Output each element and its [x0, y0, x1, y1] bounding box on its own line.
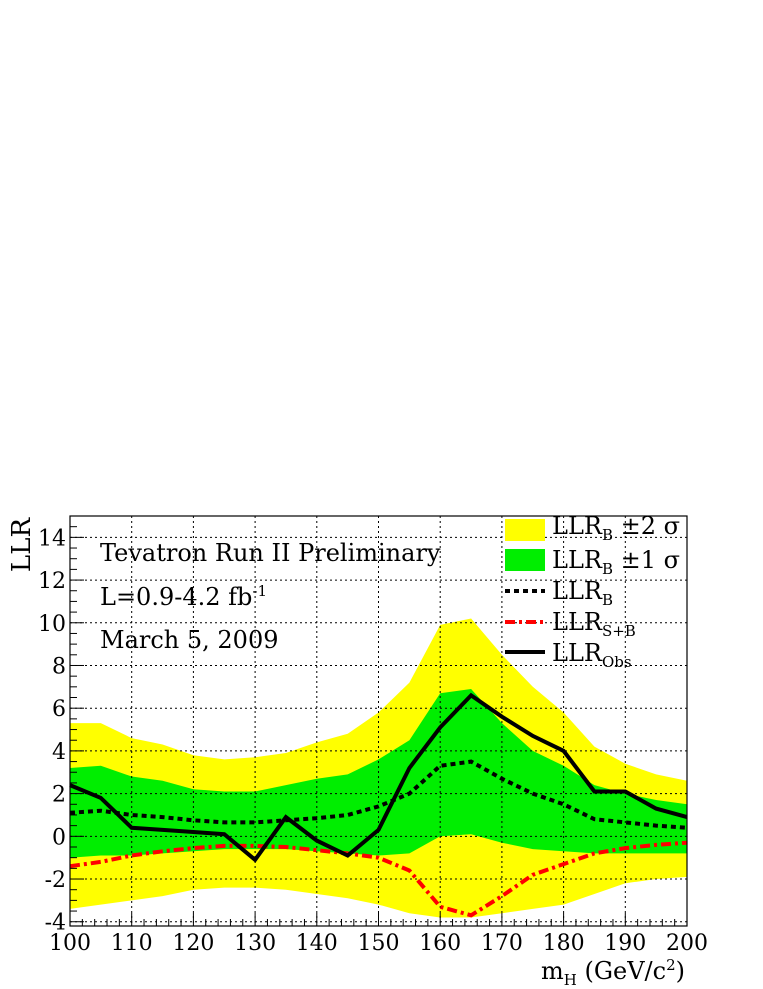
- annotation-date: March 5, 2009: [100, 626, 279, 654]
- x-tick-label: 200: [666, 931, 708, 956]
- y-tick-label: 0: [52, 825, 66, 850]
- x-tick-label: 100: [49, 931, 91, 956]
- x-tick-label: 170: [481, 931, 523, 956]
- x-axis-label: mH (GeV/c2): [540, 956, 685, 989]
- x-tick-label: 150: [358, 931, 400, 956]
- x-tick-label: 180: [543, 931, 585, 956]
- legend-swatch-band1: [505, 549, 545, 571]
- legend-label-band1: LLRB ±1 σ: [552, 546, 681, 578]
- y-tick-label: 4: [52, 740, 66, 765]
- y-tick-label: 2: [52, 783, 66, 808]
- annotation-experiment: Tevatron Run II Preliminary: [100, 539, 441, 567]
- curve-llr-sb: [69, 840, 688, 918]
- y-axis-label: LLR: [7, 517, 37, 573]
- y-tick-label: 8: [52, 654, 66, 679]
- y-tick-label: 12: [38, 569, 66, 594]
- annotation-luminosity: L=0.9-4.2 fb-1: [100, 582, 267, 611]
- legend-label-band2: LLRB ±2 σ: [552, 512, 681, 544]
- x-tick-label: 110: [111, 931, 153, 956]
- legend-swatches: [505, 519, 545, 654]
- legend-label-llrobs: LLRObs: [552, 639, 632, 671]
- legend-label-llrsb: LLRS+B: [552, 608, 636, 640]
- legend-swatch-band2: [505, 519, 545, 541]
- legend-label-llrb: LLRB: [552, 577, 613, 609]
- x-tick-label: 160: [419, 931, 461, 956]
- curves-layer: [69, 692, 688, 918]
- curve-llr-b: [69, 759, 688, 830]
- x-tick-label: 140: [296, 931, 338, 956]
- y-tick-label: -4: [45, 911, 66, 936]
- y-tick-label: 10: [38, 612, 66, 637]
- y-tick-label: -2: [45, 868, 66, 893]
- ticks-layer: [69, 515, 688, 926]
- y-tick-label: 14: [38, 526, 66, 551]
- curve-llr-obs: [69, 692, 688, 863]
- y-tick-label: 6: [52, 697, 66, 722]
- x-tick-label: 190: [604, 931, 646, 956]
- band-1sigma: [70, 689, 687, 858]
- tick-labels-layer: 100 110 120 130 140 150 160 170 180 190 200 -4 -2 0 2 4…: [38, 526, 708, 956]
- x-tick-label: 120: [172, 931, 214, 956]
- x-tick-label: 130: [234, 931, 276, 956]
